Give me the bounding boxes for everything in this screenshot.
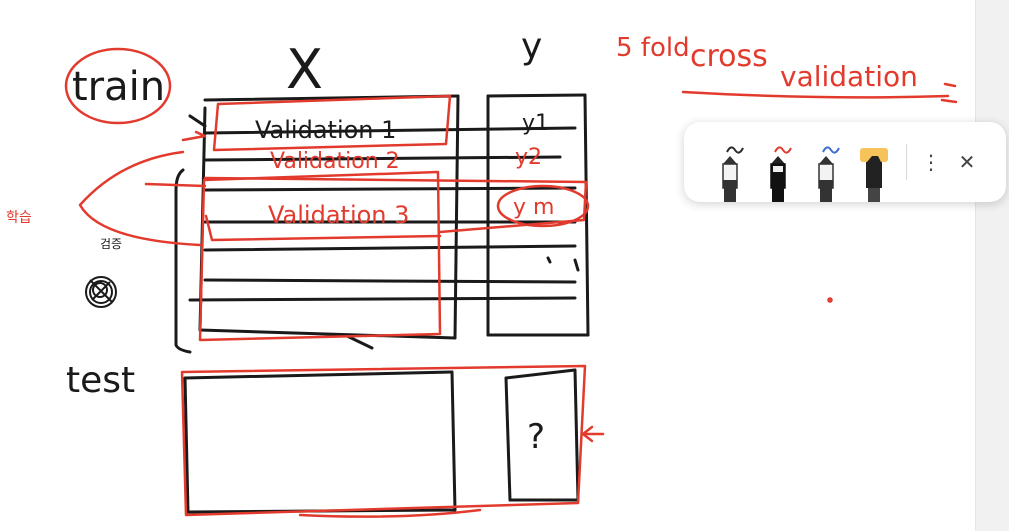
validation-1-label: Validation 1 xyxy=(255,116,396,144)
pen-toolbar: ⋮ ✕ xyxy=(684,122,1006,202)
cross-label: cross xyxy=(690,39,768,74)
whiteboard-canvas[interactable]: train X y Validation 1 y1 test ? 검증 Vali… xyxy=(0,0,975,531)
question-mark: ? xyxy=(527,417,545,457)
korean-note-2: 검증 xyxy=(100,237,122,251)
blue-pen-icon[interactable] xyxy=(802,122,850,202)
black-pen-icon[interactable] xyxy=(706,122,754,202)
scribble-mark xyxy=(85,276,117,308)
test-table xyxy=(183,368,580,514)
red-pen-icon[interactable] xyxy=(754,122,802,202)
validation-3-label: Validation 3 xyxy=(268,201,409,229)
close-icon[interactable]: ✕ xyxy=(958,150,976,174)
y2-label: y2 xyxy=(515,145,542,170)
red-annotations xyxy=(64,47,958,518)
validation-label: validation xyxy=(780,60,918,93)
ink-layer: train X y Validation 1 y1 test ? 검증 Vali… xyxy=(6,26,958,518)
y1-label: y1 xyxy=(522,111,549,136)
train-table xyxy=(174,93,590,354)
scrollbar[interactable] xyxy=(975,0,1009,531)
train-label: train xyxy=(72,64,165,110)
toolbar-divider xyxy=(906,144,907,180)
more-options-icon[interactable]: ⋮ xyxy=(921,150,941,174)
highlighter-icon[interactable] xyxy=(850,122,898,202)
test-label: test xyxy=(66,360,135,401)
validation-2-label: Validation 2 xyxy=(270,149,400,174)
korean-note-1: 학습 xyxy=(6,210,32,226)
ym-label: y m xyxy=(513,195,554,220)
y-header: y xyxy=(521,26,542,67)
x-header: X xyxy=(286,38,323,101)
five-fold-label: 5 fold xyxy=(616,33,690,63)
